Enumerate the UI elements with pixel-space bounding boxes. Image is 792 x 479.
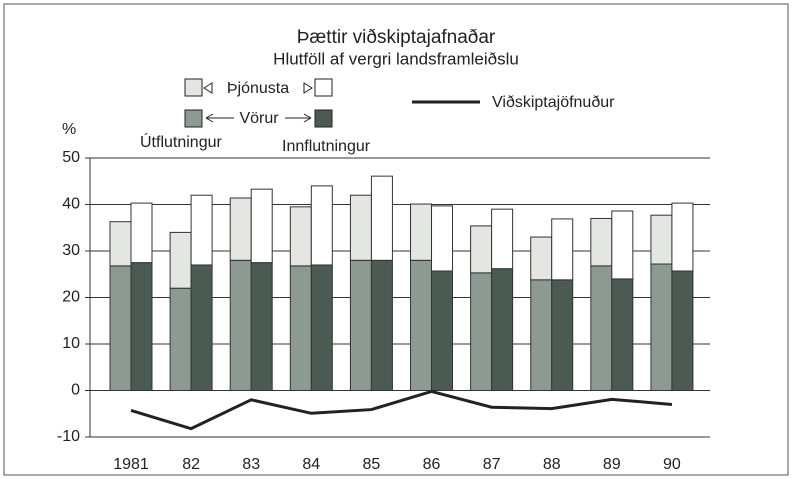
x-tick-label: 85 bbox=[363, 456, 381, 473]
bar-segment bbox=[530, 236, 553, 281]
legend: Þjónusta Vörur Útflutningur Innflutningu… bbox=[140, 78, 615, 155]
bar-segment bbox=[130, 262, 153, 391]
y-tick-label: 30 bbox=[62, 242, 80, 259]
legend-swatch bbox=[314, 78, 333, 97]
bar-segment bbox=[229, 259, 252, 391]
x-tick-label: 90 bbox=[663, 456, 681, 473]
y-tick-label: 10 bbox=[62, 335, 80, 352]
chart-title: Þættir viðskiptajafnaðar bbox=[297, 27, 496, 48]
bar-segment bbox=[611, 278, 634, 391]
bar-segment bbox=[491, 208, 514, 270]
bar-segment bbox=[250, 262, 273, 391]
legend-swatch bbox=[184, 109, 203, 128]
bar-segment bbox=[491, 268, 514, 392]
y-tick-label: -10 bbox=[57, 428, 80, 445]
bar-segment bbox=[431, 205, 454, 272]
bar-segment bbox=[109, 265, 132, 392]
bar-segment bbox=[310, 264, 333, 392]
balance-line bbox=[130, 389, 673, 431]
chart-subtitle: Hlutföll af vergri landsframleiðslu bbox=[273, 49, 519, 68]
bar-segment bbox=[250, 188, 273, 264]
bar-segment bbox=[470, 272, 493, 392]
bar-segment bbox=[370, 175, 393, 261]
x-tick-label: 83 bbox=[242, 456, 260, 473]
bar-segment bbox=[431, 270, 454, 391]
bar-segment bbox=[169, 231, 192, 289]
y-tick-label: 0 bbox=[71, 382, 80, 399]
bar-segment bbox=[551, 218, 574, 281]
legend-swatch bbox=[314, 109, 333, 128]
bar-segment bbox=[349, 259, 372, 391]
bar-segment bbox=[410, 203, 433, 261]
bar-segment bbox=[590, 217, 613, 267]
legend-arrow bbox=[205, 113, 312, 123]
legend-label: Vörur bbox=[239, 110, 279, 127]
bar-segment bbox=[349, 194, 372, 261]
bar-segment bbox=[289, 265, 312, 392]
x-tick-label: 1981 bbox=[113, 456, 149, 473]
bar-segment bbox=[190, 264, 213, 392]
legend-arrow bbox=[203, 82, 313, 94]
bar-segment bbox=[310, 185, 333, 266]
bar-segment bbox=[671, 202, 694, 272]
legend-label: Útflutningur bbox=[140, 132, 222, 151]
bar-segment bbox=[650, 214, 673, 265]
bar-segment bbox=[611, 210, 634, 280]
legend-label: Innflutningur bbox=[282, 138, 371, 155]
x-tick-label: 88 bbox=[543, 456, 561, 473]
x-tick-label: 86 bbox=[423, 456, 441, 473]
bar-segment bbox=[551, 279, 574, 391]
x-tick-label: 89 bbox=[603, 456, 621, 473]
bar-segment bbox=[590, 265, 613, 392]
bar-segment bbox=[370, 259, 393, 391]
bar-segment bbox=[190, 194, 213, 266]
bar-segment bbox=[109, 221, 132, 267]
bar-segment bbox=[530, 279, 553, 391]
bar-segment bbox=[410, 259, 433, 391]
y-axis-label: % bbox=[62, 121, 76, 138]
legend-label: Þjónusta bbox=[227, 80, 289, 97]
x-tick-label: 87 bbox=[483, 456, 501, 473]
y-tick-label: 50 bbox=[62, 149, 80, 166]
bar-segment bbox=[130, 202, 153, 264]
bar-segment bbox=[289, 206, 312, 267]
x-tick-label: 82 bbox=[182, 456, 200, 473]
legend-swatch bbox=[184, 78, 203, 97]
legend-label: Viðskiptajöfnuður bbox=[492, 94, 615, 111]
bar-segment bbox=[229, 197, 252, 261]
bar-segment bbox=[470, 225, 493, 274]
y-tick-label: 20 bbox=[62, 289, 80, 306]
frame bbox=[3, 3, 789, 476]
bar-segment bbox=[650, 263, 673, 391]
x-tick-label: 84 bbox=[302, 456, 320, 473]
y-tick-label: 40 bbox=[62, 196, 80, 213]
bar-segment bbox=[671, 270, 694, 391]
bar-segment bbox=[169, 287, 192, 392]
